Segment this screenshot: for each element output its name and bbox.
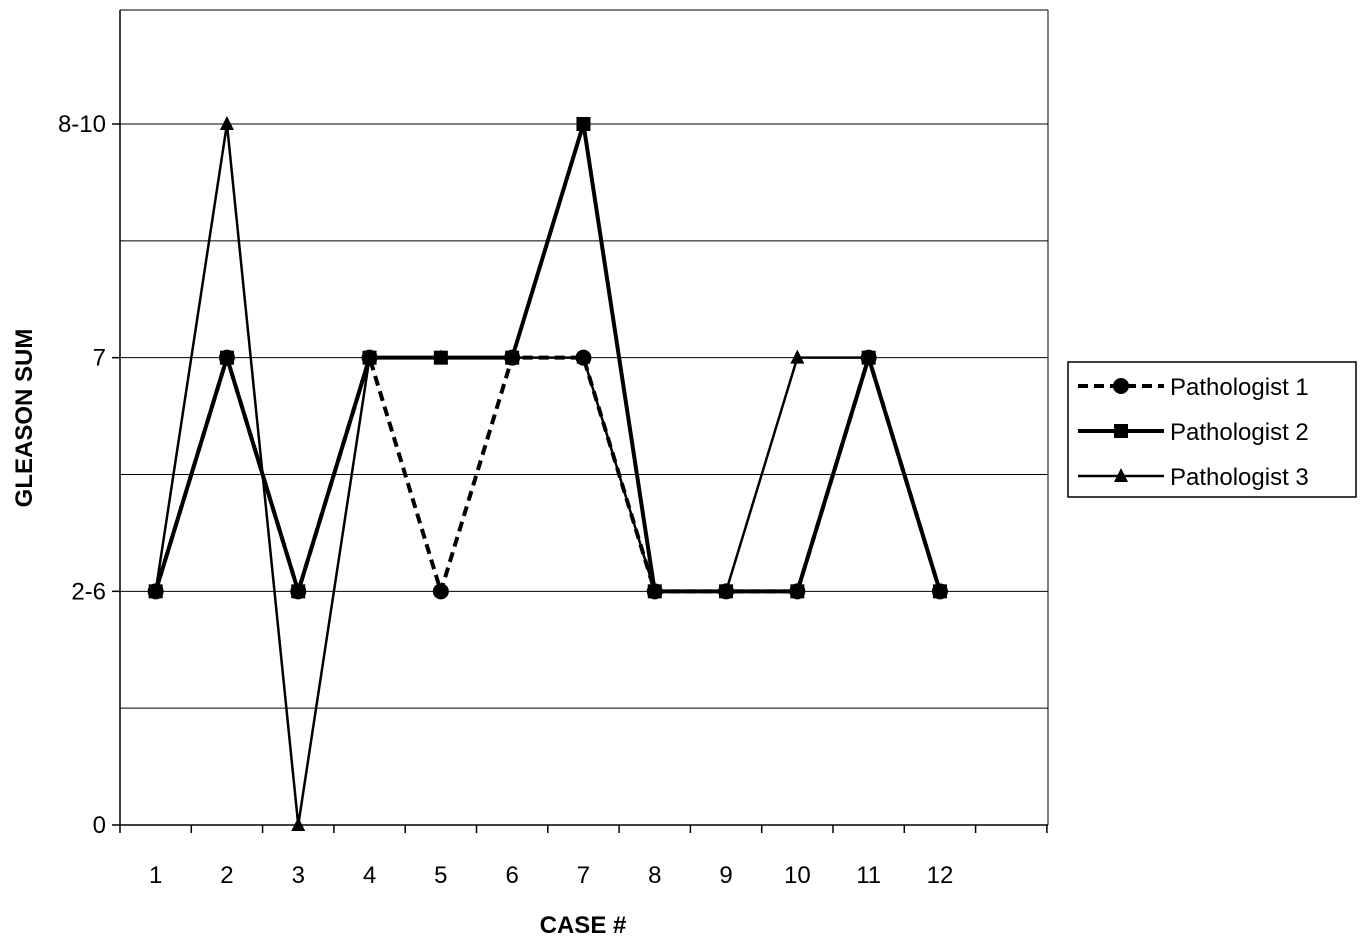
grid-lines bbox=[120, 123, 1048, 709]
data-point bbox=[790, 349, 805, 364]
data-point bbox=[218, 349, 235, 366]
data-point bbox=[718, 583, 735, 600]
data-point bbox=[646, 583, 663, 600]
data-point bbox=[432, 583, 449, 600]
y-tick-label: 2-6 bbox=[71, 578, 106, 605]
data-point bbox=[931, 583, 948, 600]
data-point bbox=[575, 349, 592, 366]
x-tick-label: 3 bbox=[292, 862, 305, 889]
data-point bbox=[147, 583, 164, 600]
data-point bbox=[361, 349, 378, 366]
data-point bbox=[219, 116, 234, 130]
x-tick-label: 12 bbox=[927, 862, 954, 889]
x-tick-label: 7 bbox=[577, 862, 590, 889]
x-tick-label: 10 bbox=[784, 862, 811, 889]
legend-label: Pathologist 1 bbox=[1170, 374, 1309, 401]
x-tick-label: 8 bbox=[648, 862, 661, 889]
x-tick-label: 6 bbox=[505, 862, 518, 889]
series-lines bbox=[147, 116, 948, 831]
legend-marker bbox=[1114, 468, 1128, 482]
data-point bbox=[504, 349, 521, 366]
data-point bbox=[789, 583, 806, 600]
y-tick-label: 7 bbox=[93, 345, 106, 372]
x-axis-title: CASE # bbox=[540, 912, 627, 939]
legend-marker bbox=[1113, 378, 1129, 394]
data-point bbox=[433, 350, 448, 365]
x-tick-label: 9 bbox=[719, 862, 732, 889]
data-point bbox=[860, 349, 877, 366]
y-tick-label: 0 bbox=[93, 812, 106, 839]
x-tick-label: 5 bbox=[434, 862, 447, 889]
legend-label: Pathologist 2 bbox=[1170, 419, 1309, 446]
x-tick-label: 4 bbox=[363, 862, 376, 889]
x-tick-label: 2 bbox=[220, 862, 233, 889]
data-point bbox=[290, 583, 307, 600]
legend: Pathologist 1 Pathologist 2 Pathologist 3 bbox=[1067, 361, 1357, 498]
series-line bbox=[153, 350, 942, 599]
x-tick-label: 11 bbox=[856, 862, 881, 889]
legend-marker bbox=[1114, 424, 1128, 438]
data-point bbox=[576, 117, 591, 131]
legend-label: Pathologist 3 bbox=[1170, 464, 1309, 491]
y-tick-label: 8-10 bbox=[58, 111, 106, 138]
data-point bbox=[291, 817, 306, 831]
axes bbox=[112, 9, 1049, 833]
x-tick-label: 1 bbox=[149, 862, 162, 889]
y-axis-title: GLEASON SUM bbox=[11, 329, 38, 508]
